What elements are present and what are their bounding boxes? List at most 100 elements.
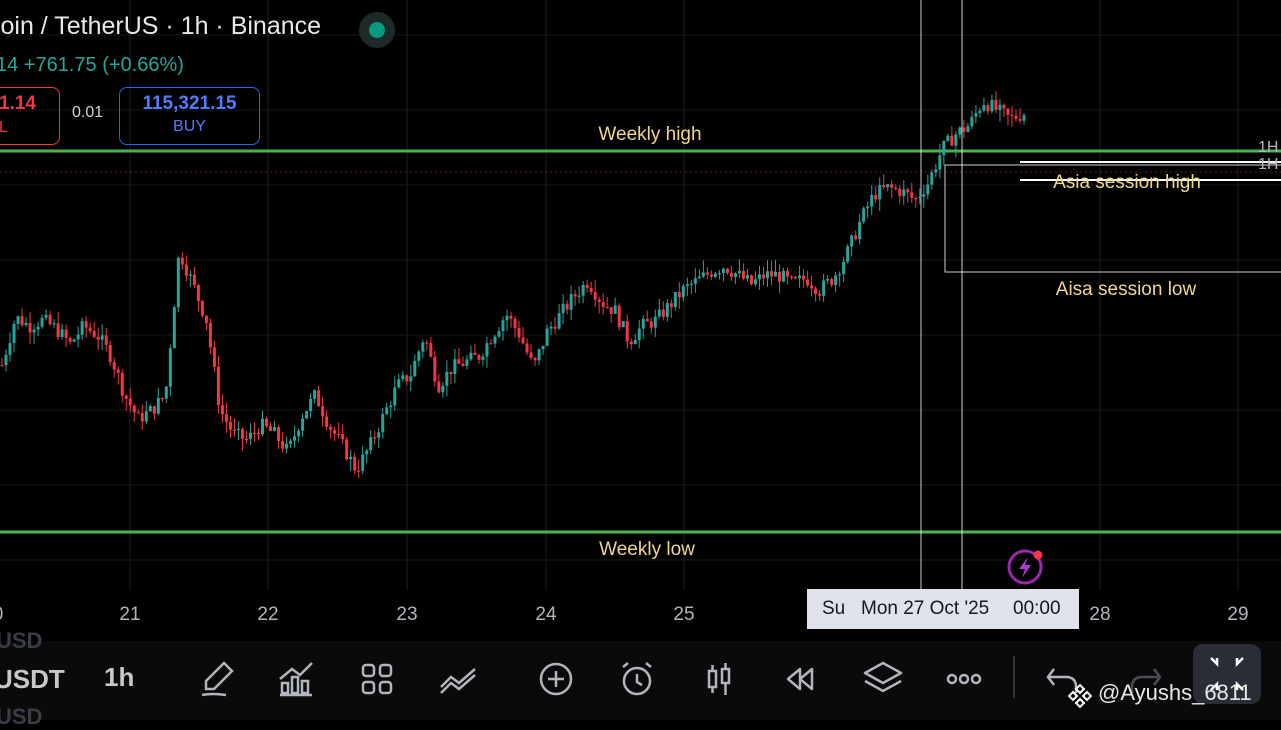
x-tick-label: 22 [257,604,278,625]
symbol-title[interactable]: coin / TetherUS · 1h · Binance [0,12,322,40]
candle-body [385,407,389,415]
market-status-icon[interactable] [359,12,395,48]
candle-body [36,326,40,330]
candle-body [76,334,80,340]
candle-body [982,105,986,111]
candle-body [894,187,898,189]
candle-body [160,397,164,400]
interval-button[interactable]: 1h [104,662,135,692]
candle-body [922,194,926,197]
candle-body [585,284,589,289]
candle-body [561,303,565,314]
candle-body [838,274,842,276]
candle-body [637,328,641,341]
indicators-icon[interactable] [274,657,318,701]
candle-body [152,406,156,414]
candle-body [377,432,381,438]
sell-button[interactable]: 1.14 L [0,87,60,145]
candle-body [1018,118,1022,121]
fullscreen-icon [1210,657,1244,691]
candle-body [942,140,946,156]
weekly-low-label: Weekly low [599,539,695,560]
candle-body [617,305,621,328]
candle-body [64,329,68,339]
candle-body [629,341,633,345]
alarm-icon[interactable] [615,657,659,701]
more-icon[interactable] [942,657,986,701]
fullscreen-button[interactable] [1193,644,1261,704]
candle-body [381,414,385,433]
undo-icon[interactable] [1040,657,1084,701]
redo-icon[interactable] [1124,657,1168,701]
x-tick-label: 29 [1227,604,1248,625]
candle-body [537,349,541,361]
buy-button[interactable]: 115,321.15 BUY [119,87,260,145]
candle-body [733,273,737,277]
candle-body [557,313,561,329]
candle-body [822,280,826,296]
asia-low-label: Aisa session low [1056,279,1197,300]
candle-body [834,275,838,286]
candle-body [176,257,180,308]
candle-body [665,303,669,317]
candle-body [148,406,152,412]
candle-body [850,235,854,247]
candle-body [413,360,417,377]
candle-body [92,330,96,337]
candle-body [341,434,345,440]
candlestick-icon[interactable] [697,657,741,701]
candle-body [934,169,938,173]
layout-grid-icon[interactable] [355,657,399,701]
candle-body [389,405,393,408]
candle-body [60,329,64,338]
layers-icon[interactable] [861,657,905,701]
candle-body [525,343,529,353]
candle-body [621,321,625,328]
drawing-trend-icon[interactable] [437,657,481,701]
candle-body [144,411,148,422]
flash-icon [1007,549,1043,585]
candle-body [794,277,798,279]
candle-body [593,292,597,300]
x-tick-label: 28 [1089,604,1110,625]
candle-body [317,390,321,407]
candle-body [601,302,605,307]
replay-icon[interactable] [778,657,822,701]
candle-body [1014,115,1018,119]
candle-body [545,328,549,346]
candle-body [405,375,409,382]
brush-icon[interactable] [196,657,240,701]
candle-body [257,432,261,435]
candle-body [429,342,433,357]
spread-value: 0.01 [72,104,104,121]
candle-body [273,427,277,431]
candle-body [725,268,729,273]
candle-body [236,428,240,431]
candle-body [325,416,329,427]
weekly-high-label: Weekly high [598,124,701,145]
candle-body [954,134,958,146]
candle-body [441,385,445,393]
price-chart[interactable]: Weekly high Weekly low Asia session high… [0,0,1281,640]
candle-body [990,99,994,112]
candle-body [132,405,136,413]
candle-body [806,279,810,286]
candle-body [353,456,357,471]
add-circle-icon[interactable] [534,657,578,701]
candle-body [657,309,661,317]
candle-body [910,192,914,198]
symbol-button[interactable]: USDT [0,664,65,694]
candle-body [337,433,341,435]
candle-body [549,326,553,329]
asia-session-box [944,164,1281,273]
candle-body [265,418,269,427]
candle-body [200,300,204,316]
candle-body [778,271,782,282]
candle-body [489,343,493,345]
candle-body [68,338,72,342]
candle-body [449,371,453,375]
candle-body [509,315,513,319]
candle-body [261,418,265,435]
candle-body [497,330,501,337]
binance-logo-icon [1067,683,1093,709]
